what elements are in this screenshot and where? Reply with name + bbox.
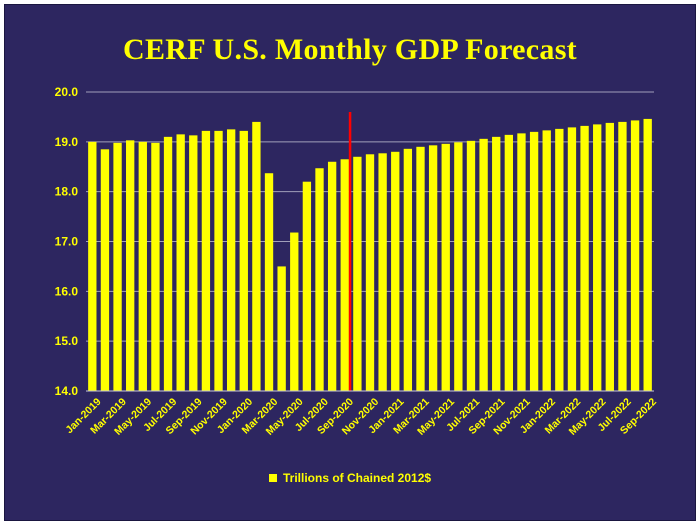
bar-oct-2021 [504,134,514,391]
bar-apr-2021 [428,145,438,391]
bar-jan-2021 [391,151,400,391]
bar-jul-2022 [618,121,627,392]
bar-feb-2020 [252,121,261,392]
y-tick-label: 17.0 [55,235,79,249]
bar-aug-2022 [630,120,640,391]
bar-feb-2019 [100,149,110,391]
bar-oct-2020 [353,156,362,391]
bar-may-2021 [441,143,450,391]
y-tick-label: 18.0 [55,185,79,199]
bar-aug-2020 [327,161,337,391]
bar-nov-2021 [517,133,526,391]
bar-dec-2019 [226,129,236,391]
bar-may-2019 [138,141,147,391]
bar-may-2022 [593,124,602,392]
bar-feb-2022 [555,128,564,392]
bar-nov-2019 [214,130,223,391]
bar-dec-2020 [378,153,387,391]
y-tick-label: 20.0 [55,85,79,99]
bar-series [88,118,652,392]
bar-jan-2022 [542,130,551,391]
bar-mar-2022 [567,127,577,392]
bar-aug-2019 [176,134,185,391]
bar-mar-2021 [416,146,425,391]
bar-jan-2020 [239,130,248,391]
bar-nov-2020 [365,154,375,391]
y-tick-label: 14.0 [55,384,79,398]
bar-feb-2021 [403,148,413,391]
bar-mar-2020 [264,173,274,391]
bar-jul-2020 [315,168,324,391]
bar-jun-2020 [302,181,312,391]
bar-jun-2019 [151,142,160,391]
bar-jun-2022 [605,122,614,391]
y-tick-label: 15.0 [55,334,79,348]
bar-apr-2022 [580,125,589,392]
bar-jul-2019 [163,136,173,391]
bar-jul-2021 [466,140,476,391]
bar-jun-2021 [454,142,463,391]
bar-sep-2022 [643,118,652,391]
bar-oct-2019 [201,130,211,391]
x-axis: Jan-2019Mar-2019May-2019Jul-2019Sep-2019… [63,390,659,438]
bar-apr-2020 [277,266,286,391]
bar-apr-2019 [126,140,135,391]
legend: Trillions of Chained 2012$ [269,471,431,485]
bar-sep-2020 [340,159,349,391]
bar-dec-2021 [529,131,539,391]
bar-may-2020 [290,232,299,391]
y-axis: 14.0 15.0 16.0 17.0 18.0 19.0 20.0 [55,85,79,398]
chart-title: CERF U.S. Monthly GDP Forecast [123,33,577,66]
bar-jan-2019 [88,141,97,391]
y-tick-label: 19.0 [55,135,79,149]
legend-swatch [269,474,277,482]
bar-sep-2021 [492,136,501,391]
bar-sep-2019 [189,135,198,391]
legend-label: Trillions of Chained 2012$ [283,471,431,485]
bar-mar-2019 [113,142,122,391]
y-tick-label: 16.0 [55,284,79,298]
bar-aug-2021 [479,138,488,391]
